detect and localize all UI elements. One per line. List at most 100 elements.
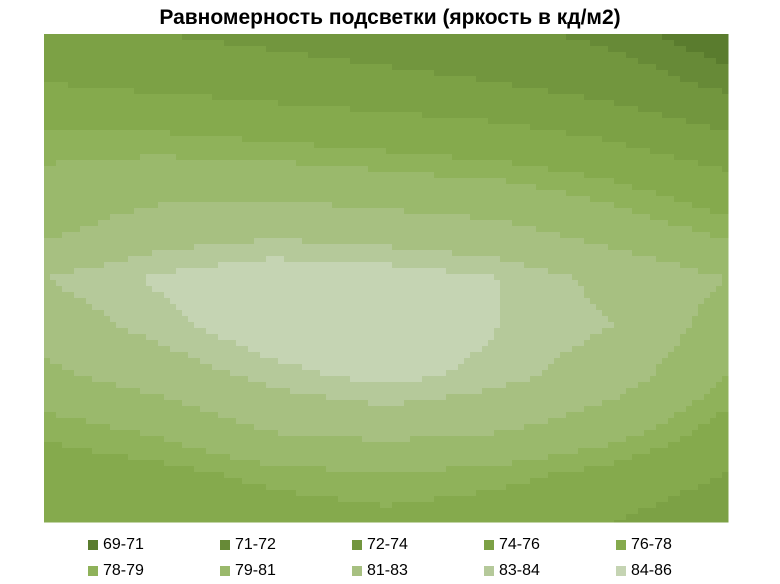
heatmap-cell: [254, 220, 261, 227]
heatmap-cell: [290, 130, 297, 137]
heatmap-cell: [410, 130, 417, 137]
heatmap-cell: [572, 94, 579, 101]
heatmap-cell: [110, 106, 117, 113]
heatmap-cell: [410, 124, 417, 131]
heatmap-cell: [620, 160, 627, 167]
heatmap-cell: [338, 238, 345, 245]
heatmap-cell: [704, 112, 711, 119]
heatmap-cell: [200, 238, 207, 245]
heatmap-cell: [488, 112, 495, 119]
heatmap-cell: [470, 178, 477, 185]
heatmap-cell: [506, 136, 513, 143]
heatmap-cell: [476, 88, 483, 95]
heatmap-cell: [260, 214, 267, 221]
heatmap-cell: [44, 100, 51, 107]
heatmap-cell: [434, 214, 441, 221]
heatmap-cell: [704, 94, 711, 101]
heatmap-cell: [722, 118, 729, 125]
heatmap-cell: [644, 262, 651, 269]
heatmap-cell: [692, 46, 699, 53]
heatmap-cell: [146, 238, 153, 245]
heatmap-cell: [104, 220, 111, 227]
heatmap-cell: [158, 280, 165, 287]
heatmap-cell: [422, 148, 429, 155]
heatmap-cell: [560, 82, 567, 89]
heatmap-cell: [482, 184, 489, 191]
heatmap-cell: [614, 178, 621, 185]
heatmap-cell: [458, 268, 465, 275]
heatmap-cell: [434, 256, 441, 263]
heatmap-cell: [608, 244, 615, 251]
heatmap-cell: [116, 88, 123, 95]
heatmap-cell: [680, 70, 687, 77]
heatmap-cell: [86, 190, 93, 197]
heatmap-cell: [284, 244, 291, 251]
heatmap-cell: [656, 184, 663, 191]
heatmap-cell: [620, 124, 627, 131]
heatmap-cell: [548, 52, 555, 59]
heatmap-cell: [578, 286, 585, 293]
heatmap-cell: [86, 124, 93, 131]
heatmap-cell: [116, 226, 123, 233]
heatmap-cell: [266, 250, 273, 257]
heatmap-cell: [62, 124, 69, 131]
heatmap-cell: [602, 184, 609, 191]
heatmap-cell: [596, 112, 603, 119]
heatmap-cell: [608, 214, 615, 221]
heatmap-cell: [320, 64, 327, 71]
heatmap-cell: [428, 232, 435, 239]
heatmap-cell: [266, 292, 273, 299]
heatmap-cell: [374, 46, 381, 53]
heatmap-cell: [344, 136, 351, 143]
heatmap-cell: [206, 46, 213, 53]
heatmap-cell: [614, 274, 621, 281]
heatmap-cell: [608, 70, 615, 77]
heatmap-cell: [446, 202, 453, 209]
heatmap-cell: [662, 118, 669, 125]
heatmap-cell: [248, 226, 255, 233]
heatmap-cell: [194, 172, 201, 179]
heatmap-cell: [602, 94, 609, 101]
heatmap-cell: [500, 196, 507, 203]
heatmap-cell: [656, 220, 663, 227]
heatmap-cell: [584, 238, 591, 245]
heatmap-cell: [92, 214, 99, 221]
heatmap-cell: [602, 52, 609, 59]
heatmap-cell: [572, 220, 579, 227]
heatmap-cell: [314, 100, 321, 107]
heatmap-cell: [446, 178, 453, 185]
heatmap-cell: [722, 178, 729, 185]
heatmap-cell: [86, 226, 93, 233]
heatmap-cell: [146, 178, 153, 185]
heatmap-cell: [266, 40, 273, 47]
heatmap-cell: [290, 154, 297, 161]
heatmap-cell: [266, 286, 273, 293]
heatmap-cell: [428, 64, 435, 71]
heatmap-cell: [506, 154, 513, 161]
heatmap-cell: [362, 52, 369, 59]
heatmap-cell: [290, 214, 297, 221]
heatmap-cell: [302, 124, 309, 131]
heatmap-cell: [230, 274, 237, 281]
heatmap-cell: [380, 220, 387, 227]
heatmap-cell: [242, 268, 249, 275]
heatmap-cell: [62, 154, 69, 161]
heatmap-cell: [200, 208, 207, 215]
heatmap-cell: [236, 142, 243, 149]
heatmap-cell: [578, 112, 585, 119]
heatmap-cell: [506, 70, 513, 77]
heatmap-cell: [146, 166, 153, 173]
heatmap-cell: [242, 52, 249, 59]
heatmap-cell: [680, 136, 687, 143]
heatmap-cell: [200, 190, 207, 197]
heatmap-cell: [668, 124, 675, 131]
heatmap-cell: [146, 232, 153, 239]
heatmap-cell: [404, 232, 411, 239]
heatmap-cell: [560, 70, 567, 77]
heatmap-cell: [710, 232, 717, 239]
heatmap-cell: [164, 250, 171, 257]
heatmap-cell: [554, 40, 561, 47]
heatmap-cell: [44, 148, 51, 155]
heatmap-cell: [602, 232, 609, 239]
heatmap-cell: [536, 106, 543, 113]
